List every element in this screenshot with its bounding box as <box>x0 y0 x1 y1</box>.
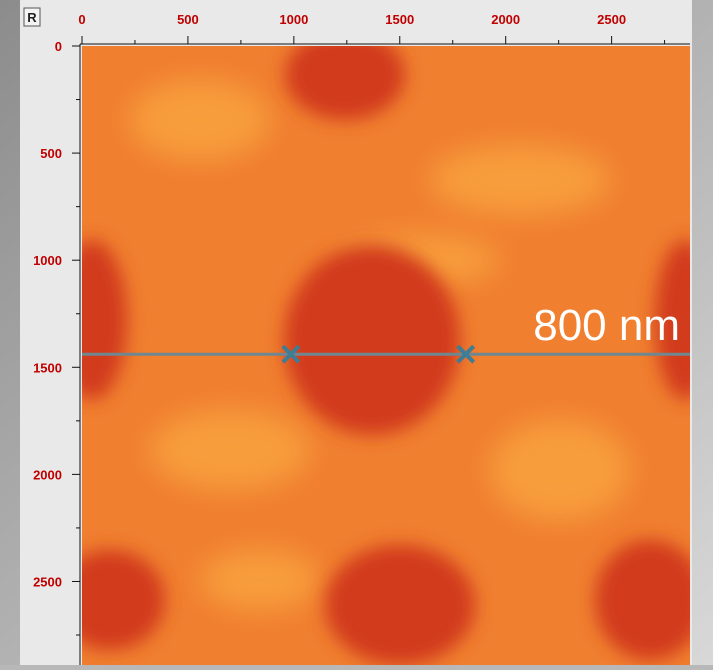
page: R 0 500 1000 1500 2000 2500 0 500 1000 1500 2000 25… <box>0 0 713 665</box>
y-tick-label: 0 <box>55 39 62 54</box>
x-tick-label: 0 <box>78 12 85 27</box>
y-tick-label: 500 <box>40 146 62 161</box>
corner-button-label[interactable]: R <box>27 10 37 25</box>
annotation: 800 nm <box>533 301 680 350</box>
x-tick-label: 1000 <box>279 12 308 27</box>
x-tick-label: 500 <box>177 12 199 27</box>
x-tick-label: 2000 <box>491 12 520 27</box>
y-tick-label: 2000 <box>33 467 62 482</box>
y-tick-label: 1000 <box>33 253 62 268</box>
y-tick-label: 2500 <box>33 574 62 589</box>
y-tick-label: 1500 <box>33 360 62 375</box>
scan-view: R 0 500 1000 1500 2000 2500 0 500 1000 1500 2000 25… <box>0 0 713 665</box>
x-tick-label: 1500 <box>385 12 414 27</box>
x-tick-label: 2500 <box>597 12 626 27</box>
